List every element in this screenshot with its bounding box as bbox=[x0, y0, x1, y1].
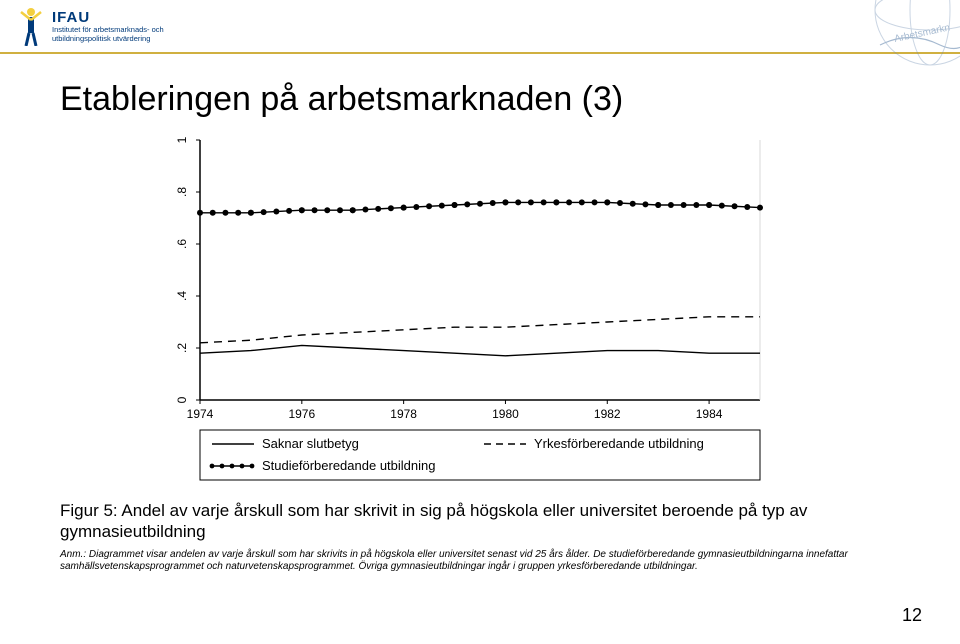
svg-text:1978: 1978 bbox=[390, 407, 417, 421]
figure-note: Anm.: Diagrammet visar andelen av varje … bbox=[60, 549, 900, 574]
ifau-logo: IFAU Institutet för arbetsmarknads- och … bbox=[18, 6, 182, 46]
ifau-figure-icon bbox=[18, 6, 44, 46]
corner-globe-icon: Arbetsmarkn bbox=[840, 0, 960, 70]
slide-title: Etableringen på arbetsmarknaden (3) bbox=[60, 80, 623, 119]
svg-text:1982: 1982 bbox=[594, 407, 621, 421]
svg-text:.4: .4 bbox=[175, 291, 189, 301]
figure-caption: Figur 5: Andel av varje årskull som har … bbox=[60, 500, 900, 543]
svg-text:1976: 1976 bbox=[288, 407, 315, 421]
line-chart: 0 .2 .4 .6 .8 1 1974 1976 1978 1980 1982 1984 Saknar… bbox=[160, 130, 770, 490]
svg-text:Saknar slutbetyg: Saknar slutbetyg bbox=[262, 436, 359, 451]
svg-text:0: 0 bbox=[175, 396, 189, 403]
page-number: 12 bbox=[902, 605, 922, 626]
svg-text:1974: 1974 bbox=[187, 407, 214, 421]
svg-text:Studieförberedande utbildning: Studieförberedande utbildning bbox=[262, 458, 435, 473]
svg-text:.2: .2 bbox=[175, 343, 189, 353]
svg-text:1984: 1984 bbox=[696, 407, 723, 421]
svg-text:Arbetsmarkn: Arbetsmarkn bbox=[893, 22, 951, 45]
caption-block: Figur 5: Andel av varje årskull som har … bbox=[60, 500, 900, 574]
svg-text:.8: .8 bbox=[175, 187, 189, 197]
svg-text:.6: .6 bbox=[175, 239, 189, 249]
svg-text:1980: 1980 bbox=[492, 407, 519, 421]
svg-text:1: 1 bbox=[175, 136, 189, 143]
chart-container: 0 .2 .4 .6 .8 1 1974 1976 1978 1980 1982 1984 Saknar… bbox=[160, 130, 770, 490]
org-name: IFAU bbox=[52, 9, 182, 26]
org-subtitle: Institutet för arbetsmarknads- och utbil… bbox=[52, 26, 182, 43]
svg-text:Yrkesförberedande utbildning: Yrkesförberedande utbildning bbox=[534, 436, 704, 451]
slide-header: IFAU Institutet för arbetsmarknads- och … bbox=[0, 0, 960, 54]
